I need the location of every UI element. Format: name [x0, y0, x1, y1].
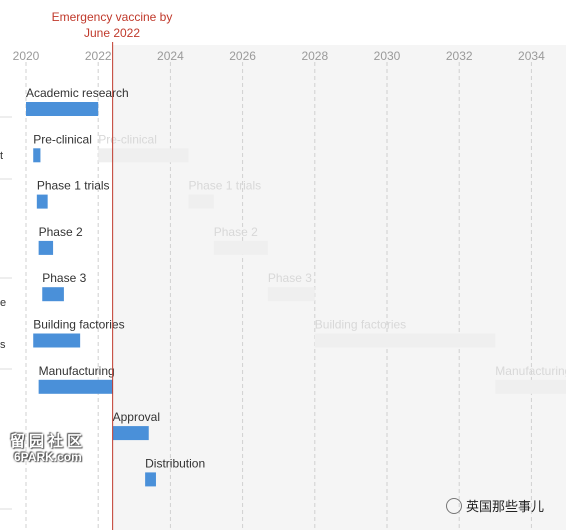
slow-bar-label: Phase 3 [268, 271, 312, 285]
annotation: Emergency vaccine by June 2022 [52, 10, 173, 530]
left-fragment: t [0, 150, 3, 162]
slow-bar-label: Building factories [315, 318, 406, 332]
row-label: Pre-clinical [33, 132, 92, 146]
row-label: Phase 1 trials [37, 179, 110, 193]
fast-bar [38, 379, 113, 394]
x-tick-label: 2030 [374, 49, 401, 63]
annotation-line1: Emergency vaccine by [52, 10, 173, 24]
x-tick-label: 2022 [85, 49, 112, 63]
row-label: Phase 2 [39, 225, 83, 239]
slow-bar-label: Phase 1 trials [188, 179, 261, 193]
row-label: Approval [113, 410, 160, 424]
watermark-site-cn: 留园社区 [10, 432, 87, 450]
x-axis-ticks: 2020 2022 2024 2026 2028 2030 2032 2034 [13, 49, 545, 63]
x-tick-label: 2028 [301, 49, 328, 63]
slow-bar [98, 148, 189, 163]
left-fragment: e [0, 297, 6, 309]
fast-bar [36, 194, 48, 209]
row-label: Building factories [33, 318, 124, 332]
shaded-region [112, 45, 566, 530]
fast-bar [33, 333, 81, 348]
fast-bar [145, 472, 156, 487]
conventional-timeline [98, 148, 566, 394]
accelerated-timeline [26, 102, 156, 487]
left-fragment: s [0, 339, 6, 351]
x-tick-label: 2034 [518, 49, 545, 63]
row-label: Manufacturing [39, 364, 115, 378]
future-shade [112, 45, 566, 530]
x-tick-label: 2020 [13, 49, 40, 63]
slow-bar [267, 287, 315, 302]
x-tick-label: 2024 [157, 49, 184, 63]
slow-bar-label: Manufacturing [495, 364, 566, 378]
left-text-fragments: t e s [0, 116, 12, 510]
watermark-site: 6PARK.com [14, 450, 82, 464]
watermark-account-label: 英国那些事儿 [466, 500, 545, 515]
slow-bar-label: Phase 2 [214, 225, 258, 239]
row-label: Academic research [26, 86, 129, 100]
fast-bar [42, 287, 64, 302]
slow-bar [213, 240, 268, 255]
x-tick-label: 2032 [446, 49, 473, 63]
watermark-account: 英国那些事儿 [446, 496, 544, 515]
fast-bar [112, 426, 149, 441]
slow-bar [495, 379, 566, 394]
row-label: Distribution [145, 456, 205, 470]
annotation-line2: June 2022 [84, 26, 140, 40]
slow-bar [188, 194, 214, 209]
row-label: Phase 3 [42, 271, 86, 285]
slow-bar-label: Pre-clinical [98, 132, 157, 146]
wechat-icon [446, 497, 462, 514]
fast-bar [26, 102, 99, 116]
fast-bar [33, 148, 41, 163]
slow-bar [314, 333, 496, 348]
x-tick-label: 2026 [229, 49, 256, 63]
fast-bar [38, 240, 54, 255]
